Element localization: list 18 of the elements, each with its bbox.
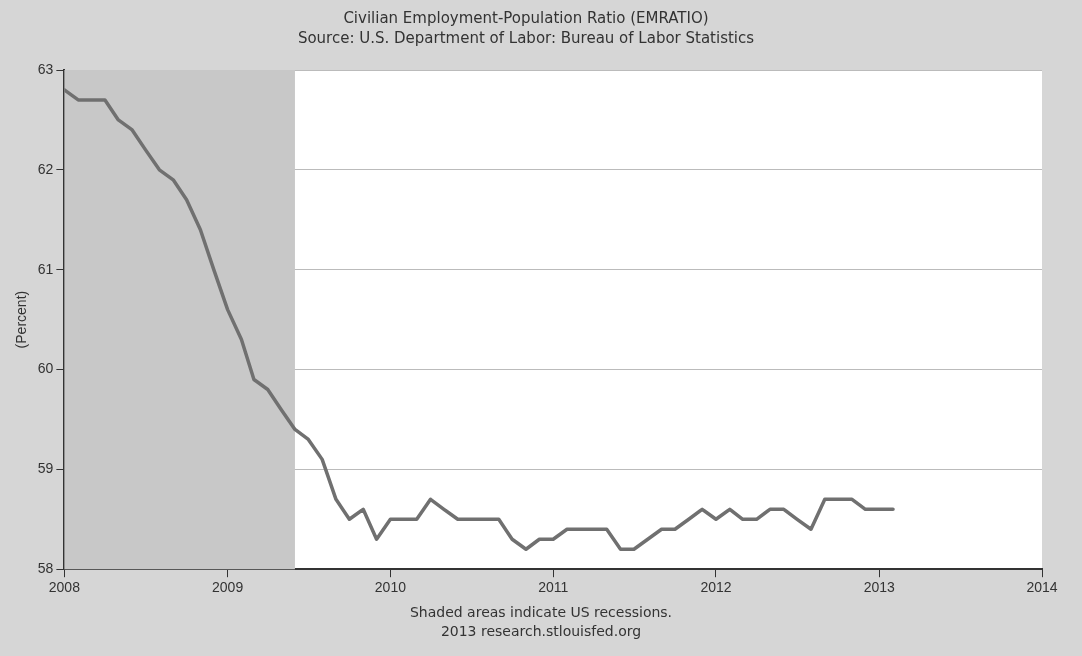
- y-tick-label: 63: [37, 60, 54, 77]
- text: Shaded areas indicate US recessions.: [408, 603, 674, 622]
- x-tick-label: 2011: [538, 579, 569, 596]
- chart-title: Civilian Employment-Population Ratio (EMRATIO): [343, 8, 709, 27]
- chart-subtitle: Source: U.S. Department of Labor: Bureau of Labor Statistics: [297, 28, 755, 47]
- y-tick-label: 61: [37, 260, 54, 277]
- x-tick-label: 2014: [1026, 579, 1058, 596]
- y-tick-label: 59: [37, 460, 54, 477]
- y-tick-label: 62: [37, 160, 54, 177]
- x-tick-label: 2009: [212, 579, 244, 596]
- y-tick-label: 58: [37, 560, 54, 577]
- y-tick-label: 60: [37, 360, 54, 377]
- x-tick-label: 2013: [863, 579, 895, 596]
- x-tick-label: 2010: [374, 579, 407, 596]
- x-tick-label: 2012: [700, 579, 732, 596]
- x-tick-label: 2008: [48, 579, 81, 596]
- text: 2013 research.stlouisfed.org: [439, 622, 643, 641]
- y-axis-title: (Percent): [13, 290, 30, 349]
